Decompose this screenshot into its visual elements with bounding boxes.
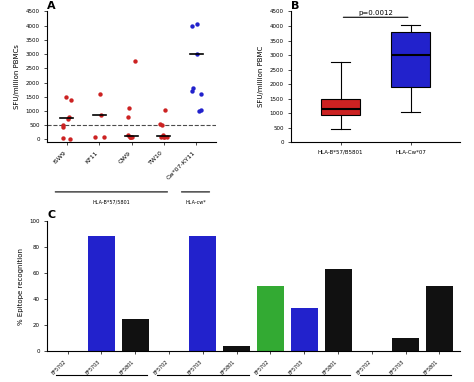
Point <box>60 122 67 128</box>
Point <box>67 97 75 103</box>
Point <box>193 21 201 27</box>
Text: C: C <box>47 210 55 220</box>
Bar <box>325 269 352 351</box>
Point <box>157 134 165 140</box>
Text: HLA-cw*: HLA-cw* <box>185 200 206 205</box>
Point <box>128 133 136 139</box>
Bar <box>291 308 318 351</box>
Point <box>160 133 167 139</box>
Point <box>62 94 69 100</box>
Point <box>91 133 98 139</box>
Bar <box>88 236 115 351</box>
Point <box>163 134 171 140</box>
Point <box>125 132 132 138</box>
Point <box>60 123 67 129</box>
Point <box>125 113 132 120</box>
Point <box>65 113 73 120</box>
Bar <box>122 319 149 351</box>
Point <box>159 132 166 138</box>
Text: B: B <box>292 1 300 11</box>
Point <box>126 133 134 139</box>
Point <box>158 122 166 128</box>
Point <box>100 133 108 139</box>
Point <box>131 58 138 64</box>
Text: p=0.0012: p=0.0012 <box>358 10 393 16</box>
Point <box>188 23 196 29</box>
Point <box>96 91 104 97</box>
Point <box>59 135 66 141</box>
Point <box>156 121 164 127</box>
PathPatch shape <box>392 32 430 87</box>
Text: A: A <box>47 1 56 11</box>
Point <box>189 85 197 91</box>
Point <box>64 117 72 123</box>
Point <box>98 112 105 118</box>
Point <box>125 105 133 111</box>
Point <box>161 107 169 113</box>
Y-axis label: SFU/million PBMC: SFU/million PBMC <box>258 46 264 107</box>
Bar <box>190 236 217 351</box>
Point <box>195 108 203 114</box>
Y-axis label: % Epitope recognition: % Epitope recognition <box>18 248 24 325</box>
Bar <box>223 346 250 351</box>
Bar <box>257 286 284 351</box>
Point <box>197 91 204 97</box>
Point <box>188 88 196 94</box>
Y-axis label: SFU/million PBMCs: SFU/million PBMCs <box>14 44 20 109</box>
Text: HLA-B*57/5801: HLA-B*57/5801 <box>92 200 130 205</box>
Point <box>197 107 205 113</box>
Point <box>127 134 135 140</box>
Bar <box>392 338 419 351</box>
Point <box>66 136 74 142</box>
Bar <box>426 286 453 351</box>
PathPatch shape <box>321 99 360 115</box>
Point <box>193 51 201 57</box>
Point <box>126 134 133 141</box>
Point <box>160 134 168 141</box>
